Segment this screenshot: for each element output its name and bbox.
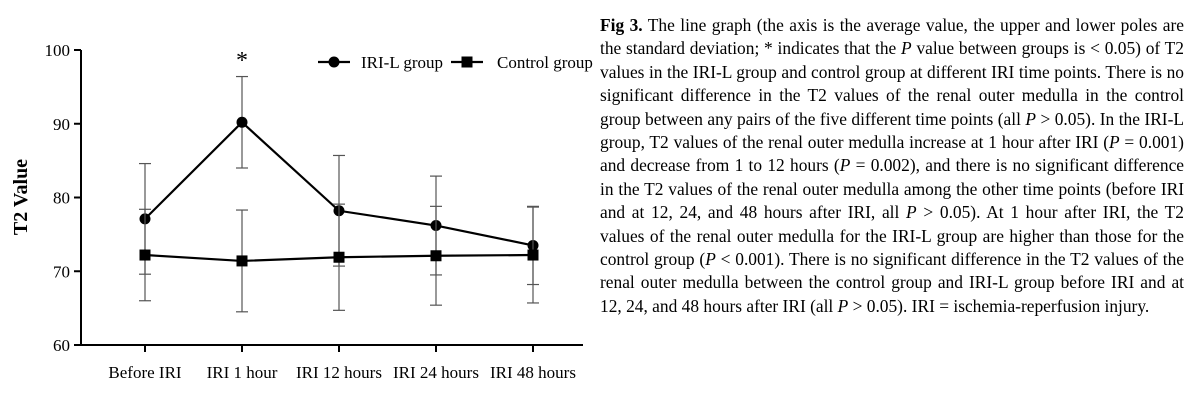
legend-item: Control group xyxy=(451,53,593,72)
italic-symbol: P xyxy=(901,38,912,59)
x-tick-label: IRI 1 hour xyxy=(207,363,278,382)
x-tick-label: IRI 12 hours xyxy=(296,363,382,382)
italic-symbol: P xyxy=(1025,108,1036,129)
legend-label: IRI-L group xyxy=(361,53,443,72)
data-point xyxy=(236,116,248,128)
figure-label: Fig 3. xyxy=(600,15,643,35)
x-tick-label: Before IRI xyxy=(108,363,182,382)
series-square xyxy=(139,203,539,313)
chart-axes: 60 70 80 90 100 Before IRI IRI 1 hour IRI 12 ho… xyxy=(45,41,583,382)
legend-marker xyxy=(328,56,340,68)
legend-item: IRI-L group xyxy=(318,53,443,72)
y-tick-label: 100 xyxy=(45,41,71,60)
line-chart: 60 70 80 90 100 Before IRI IRI 1 hour IRI 12 ho… xyxy=(10,41,593,382)
y-tick-label: 90 xyxy=(53,115,70,134)
data-point xyxy=(236,255,248,267)
chart-legend: IRI-L group Control group xyxy=(318,53,593,72)
legend-marker xyxy=(461,56,473,68)
figure-caption: Fig 3. The line graph (the axis is the a… xyxy=(600,15,1185,316)
chart-series: * xyxy=(139,48,539,313)
italic-symbol: P xyxy=(837,295,849,316)
y-tick-label: 80 xyxy=(53,189,70,208)
data-point xyxy=(430,250,442,262)
x-tick-label: IRI 48 hours xyxy=(490,363,576,382)
y-tick-label: 60 xyxy=(53,336,70,355)
data-point xyxy=(139,249,151,261)
italic-symbol: P xyxy=(1108,132,1120,153)
legend-label: Control group xyxy=(497,53,593,72)
y-axis-label: T2 Value xyxy=(10,159,32,235)
data-point xyxy=(527,249,539,261)
data-point xyxy=(333,251,345,263)
x-tick-label: IRI 24 hours xyxy=(393,363,479,382)
italic-symbol: P xyxy=(839,155,851,176)
italic-symbol: P xyxy=(705,249,716,270)
significance-marker: * xyxy=(236,48,248,74)
y-tick-label: 70 xyxy=(53,262,70,281)
italic-symbol: P xyxy=(906,202,917,223)
